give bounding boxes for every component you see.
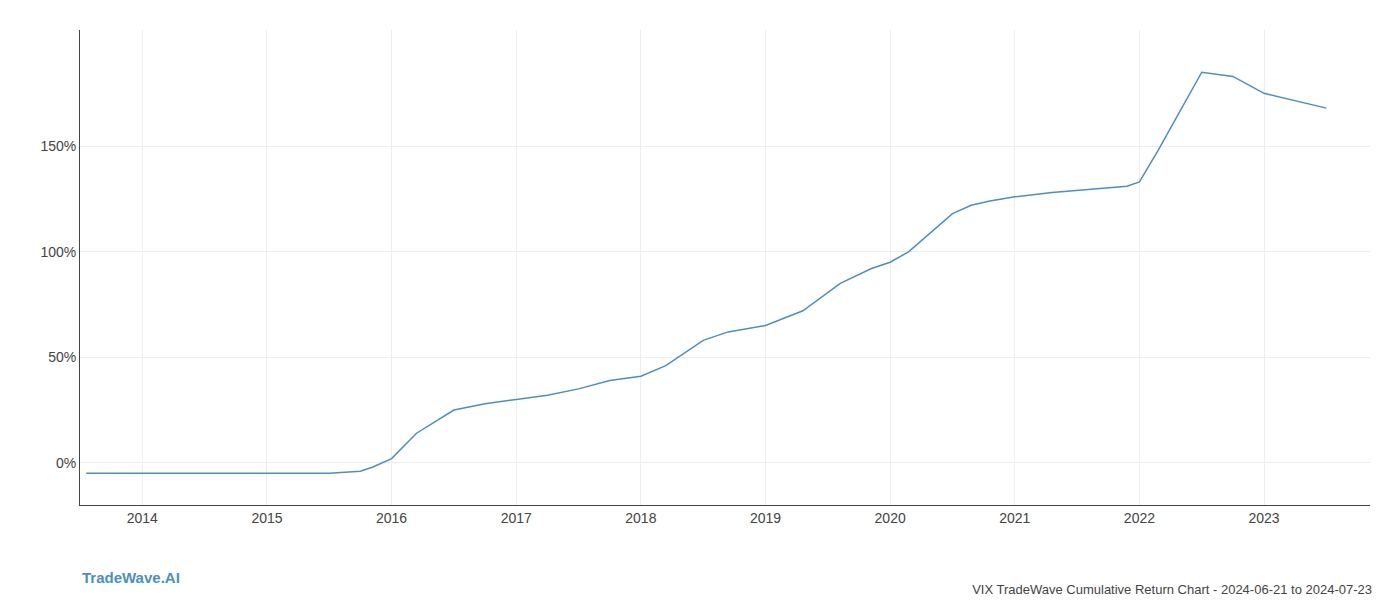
svg-text:0%: 0% <box>56 455 76 471</box>
svg-text:150%: 150% <box>40 138 76 154</box>
svg-text:2015: 2015 <box>251 510 282 526</box>
svg-text:2014: 2014 <box>127 510 158 526</box>
svg-text:2022: 2022 <box>1124 510 1155 526</box>
svg-text:2019: 2019 <box>750 510 781 526</box>
svg-text:2021: 2021 <box>999 510 1030 526</box>
svg-text:2020: 2020 <box>875 510 906 526</box>
svg-text:50%: 50% <box>48 349 76 365</box>
svg-text:2017: 2017 <box>501 510 532 526</box>
svg-text:VIX TradeWave Cumulative Retur: VIX TradeWave Cumulative Return Chart - … <box>972 582 1372 597</box>
svg-text:TradeWave.AI: TradeWave.AI <box>82 569 180 586</box>
svg-text:2016: 2016 <box>376 510 407 526</box>
svg-text:100%: 100% <box>40 244 76 260</box>
svg-text:2018: 2018 <box>625 510 656 526</box>
svg-text:2023: 2023 <box>1248 510 1279 526</box>
